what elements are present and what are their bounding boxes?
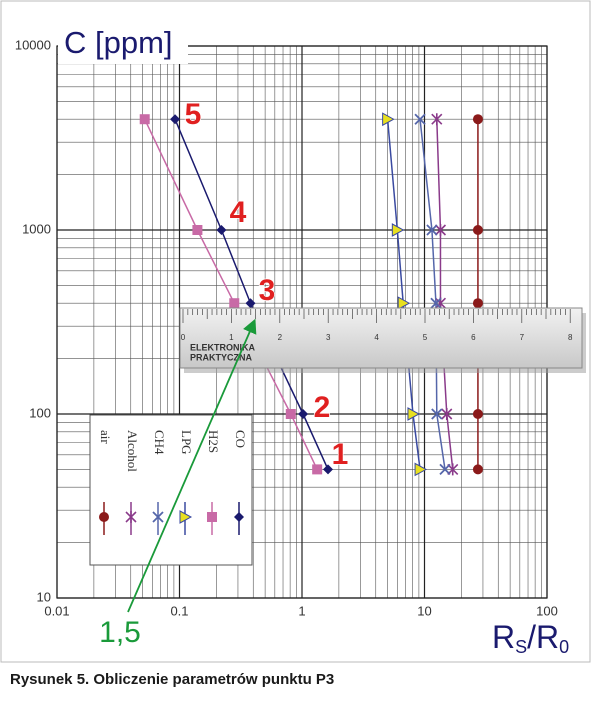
marker xyxy=(472,225,483,235)
annotation: 4 xyxy=(230,196,247,229)
marker xyxy=(312,464,323,475)
marker xyxy=(216,225,227,235)
marker xyxy=(234,512,244,522)
marker xyxy=(382,112,395,127)
marker xyxy=(472,298,483,309)
legend-label: LPG xyxy=(179,430,194,455)
legend-label: Alcohol xyxy=(125,430,140,472)
marker xyxy=(434,224,447,236)
legend-label: CH4 xyxy=(152,430,167,455)
legend-box xyxy=(89,414,253,566)
x-tick-label: 0.01 xyxy=(44,603,69,618)
y-tick-label: 10000 xyxy=(15,37,51,52)
marker xyxy=(430,297,442,309)
marker xyxy=(391,223,405,237)
ruler-number: 2 xyxy=(278,333,283,342)
marker xyxy=(431,113,443,126)
marker xyxy=(179,510,193,524)
annotation: 1 xyxy=(332,438,349,471)
marker xyxy=(152,511,164,523)
marker xyxy=(439,463,451,476)
marker xyxy=(99,512,109,522)
pointer-arrow xyxy=(127,318,257,613)
ruler-number: 3 xyxy=(326,333,331,342)
marker xyxy=(472,409,483,419)
legend-label: CO xyxy=(233,430,248,448)
ruler-number: 5 xyxy=(423,333,428,342)
annotation: 2 xyxy=(314,391,331,424)
x-axis-label: RS/R0 xyxy=(492,619,569,656)
marker xyxy=(441,408,453,420)
y-axis-label: C [ppm] xyxy=(64,25,173,60)
marker xyxy=(285,409,296,419)
marker xyxy=(322,464,333,475)
marker xyxy=(414,462,428,477)
y-label-bg xyxy=(58,24,188,64)
marker xyxy=(397,296,411,311)
x-label-main: R xyxy=(492,619,515,655)
x-tick-label: 0.1 xyxy=(170,603,188,618)
y-tick-label: 1000 xyxy=(22,221,51,236)
legend-label: air xyxy=(98,430,113,444)
marker xyxy=(125,511,137,523)
marker xyxy=(472,464,483,475)
ruler-brand: ELEKTRONIKA xyxy=(190,342,256,352)
marker xyxy=(139,114,150,125)
marker xyxy=(170,114,181,125)
marker xyxy=(431,408,443,420)
marker xyxy=(192,225,203,235)
marker xyxy=(229,298,240,309)
x-tick-label: 10 xyxy=(417,603,431,618)
x-label-main: /R xyxy=(527,619,559,655)
annotation: 3 xyxy=(259,274,276,307)
x-label-sub: S xyxy=(515,637,527,657)
x-tick-label: 100 xyxy=(536,603,558,618)
ruler-number: 0 xyxy=(181,333,186,342)
ruler-number: 4 xyxy=(374,333,379,342)
caption: Rysunek 5. Obliczenie parametrów punktu … xyxy=(10,671,334,688)
marker xyxy=(407,407,421,421)
ruler-number: 1 xyxy=(229,333,234,342)
ruler-brand: PRAKTYCZNA xyxy=(190,352,252,362)
legend-label: H2S xyxy=(206,430,221,453)
annotation: 5 xyxy=(185,98,202,131)
marker xyxy=(426,224,438,236)
y-tick-label: 100 xyxy=(29,405,51,420)
marker xyxy=(298,409,309,419)
ruler-number: 8 xyxy=(568,333,573,342)
marker xyxy=(207,512,217,522)
annotation: 1,5 xyxy=(99,616,141,649)
x-tick-label: 1 xyxy=(298,603,305,618)
ruler-number: 7 xyxy=(520,333,525,342)
x-label-sub: 0 xyxy=(559,637,569,657)
marker xyxy=(245,298,256,309)
ruler-number: 6 xyxy=(471,333,476,342)
marker xyxy=(414,113,426,125)
y-tick-label: 10 xyxy=(37,589,51,604)
marker xyxy=(472,114,483,125)
